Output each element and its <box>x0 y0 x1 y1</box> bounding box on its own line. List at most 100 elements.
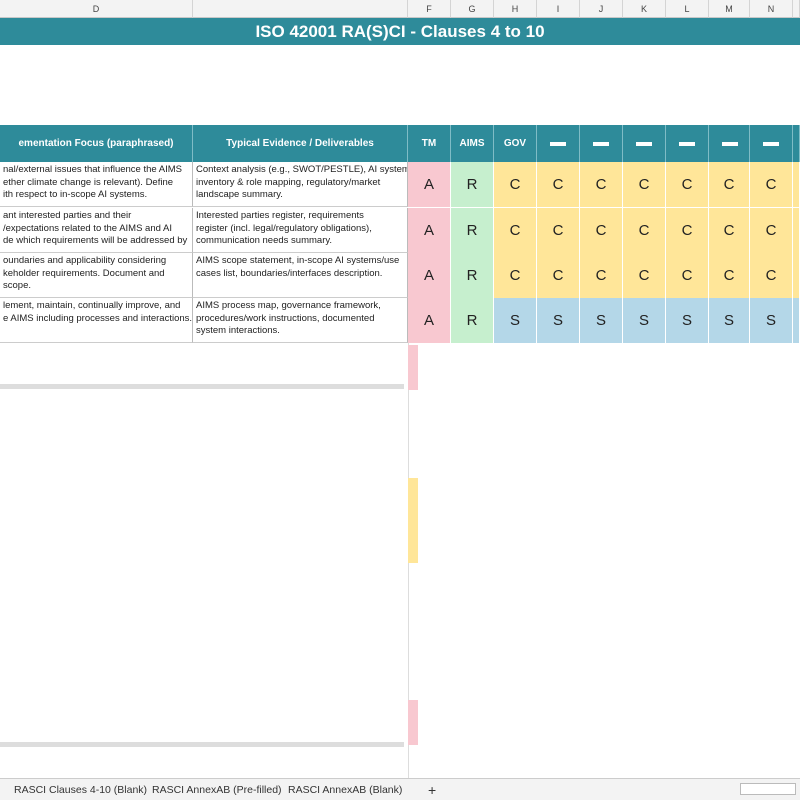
raci-cell[interactable]: C <box>537 253 580 298</box>
header-cell: GOV <box>494 125 537 162</box>
raci-cell <box>793 208 800 253</box>
raci-cell[interactable]: C <box>494 208 537 253</box>
raci-cell[interactable]: C <box>666 208 709 253</box>
header-icon <box>593 142 609 146</box>
cell-text: Interested parties register, requirement… <box>196 210 364 221</box>
raci-cell[interactable]: S <box>494 298 537 343</box>
header-icon <box>636 142 652 146</box>
cell-strip <box>408 345 418 390</box>
raci-cell[interactable]: C <box>623 162 666 207</box>
raci-cell[interactable]: C <box>709 208 750 253</box>
sheet-tab-bar <box>0 778 800 800</box>
cell-text: /expectations related to the AIMS and AI <box>3 222 172 234</box>
focus-cell: nal/external issues that influence the A… <box>0 162 193 207</box>
raci-cell[interactable]: C <box>494 253 537 298</box>
empty-area <box>408 343 800 778</box>
add-sheet-button[interactable]: + <box>428 782 437 798</box>
raci-cell[interactable]: R <box>451 253 494 298</box>
raci-cell[interactable]: C <box>580 162 623 207</box>
header-icon-cell <box>666 125 709 162</box>
raci-cell[interactable]: S <box>537 298 580 343</box>
cell-text: register (incl. legal/regulatory obligat… <box>196 222 372 234</box>
cell-text: communication needs summary. <box>196 235 333 246</box>
raci-cell[interactable]: A <box>408 298 451 343</box>
raci-cell[interactable]: C <box>666 162 709 207</box>
cell-text: cases list, boundaries/interfaces descri… <box>196 267 383 279</box>
header-cell: AIMS <box>451 125 494 162</box>
raci-cell[interactable]: A <box>408 208 451 253</box>
column-header[interactable]: H <box>494 0 537 18</box>
raci-cell[interactable]: S <box>750 298 793 343</box>
raci-cell[interactable]: S <box>580 298 623 343</box>
raci-cell[interactable]: C <box>580 208 623 253</box>
cell-text: ether climate change is relevant). Defin… <box>3 176 174 188</box>
cell-text: AIMS scope statement, in-scope AI system… <box>196 255 400 266</box>
raci-cell <box>793 162 800 207</box>
column-header[interactable] <box>193 0 408 18</box>
sheet-tab[interactable]: RASCI Clauses 4-10 (Blank) <box>14 784 148 796</box>
header-icon-cell <box>623 125 666 162</box>
cell-text: e AIMS including processes and interacti… <box>3 312 193 324</box>
raci-cell[interactable]: C <box>623 253 666 298</box>
sheet-tab[interactable]: RASCI AnnexAB (Blank) <box>288 784 403 796</box>
header-icon <box>550 142 566 146</box>
column-header[interactable]: I <box>537 0 580 18</box>
column-header[interactable] <box>793 0 800 18</box>
column-header[interactable]: J <box>580 0 623 18</box>
column-header[interactable]: N <box>750 0 793 18</box>
header-cell <box>793 125 800 162</box>
focus-cell: lement, maintain, continually improve, a… <box>0 298 193 343</box>
raci-cell[interactable]: C <box>750 162 793 207</box>
cell-text: inventory & role mapping, regulatory/mar… <box>196 176 381 188</box>
header-cell: TM <box>408 125 451 162</box>
raci-cell[interactable]: S <box>623 298 666 343</box>
evidence-cell: Context analysis (e.g., SWOT/PESTLE), AI… <box>193 162 408 207</box>
raci-cell[interactable]: A <box>408 253 451 298</box>
sheet-tab[interactable]: RASCI AnnexAB (Pre-filled) <box>152 784 282 796</box>
evidence-cell: Interested parties register, requirement… <box>193 208 408 253</box>
header-icon-cell <box>537 125 580 162</box>
raci-cell[interactable]: C <box>709 253 750 298</box>
cell-text: keholder requirements. Document and <box>3 267 165 279</box>
evidence-cell: AIMS process map, governance framework, p… <box>193 298 408 343</box>
header-icon <box>722 142 738 146</box>
raci-cell[interactable]: C <box>537 162 580 207</box>
raci-cell[interactable]: C <box>750 208 793 253</box>
raci-cell[interactable]: R <box>451 162 494 207</box>
scrollbar[interactable] <box>740 783 796 795</box>
cell-text: system interactions. <box>196 325 280 336</box>
header-icon <box>679 142 695 146</box>
cell-text: procedures/work instructions, documented <box>196 312 375 324</box>
raci-cell[interactable]: C <box>537 208 580 253</box>
cell-text: ith respect to in-scope AI systems. <box>3 189 148 200</box>
column-header[interactable]: K <box>623 0 666 18</box>
raci-cell[interactable]: C <box>709 162 750 207</box>
column-header[interactable]: L <box>666 0 709 18</box>
raci-cell[interactable]: C <box>494 162 537 207</box>
raci-cell[interactable]: C <box>750 253 793 298</box>
cell-text: scope. <box>3 280 31 291</box>
column-header[interactable]: F <box>408 0 451 18</box>
cell-text: de which requirements will be addressed … <box>3 235 188 246</box>
raci-cell[interactable]: A <box>408 162 451 207</box>
raci-cell <box>793 298 800 343</box>
raci-cell[interactable]: R <box>451 208 494 253</box>
raci-cell[interactable]: R <box>451 298 494 343</box>
column-header[interactable]: M <box>709 0 750 18</box>
evidence-cell: AIMS scope statement, in-scope AI system… <box>193 253 408 298</box>
raci-cell <box>793 253 800 298</box>
cell-text: nal/external issues that influence the A… <box>3 164 183 175</box>
raci-cell[interactable]: S <box>709 298 750 343</box>
cell-text: Context analysis (e.g., SWOT/PESTLE), AI… <box>196 164 408 175</box>
raci-cell[interactable]: C <box>580 253 623 298</box>
column-header[interactable]: G <box>451 0 494 18</box>
raci-cell[interactable]: C <box>666 253 709 298</box>
row-separator <box>0 384 404 389</box>
focus-cell: oundaries and applicability considering k… <box>0 253 193 298</box>
raci-cell[interactable]: S <box>666 298 709 343</box>
header-icon-cell <box>580 125 623 162</box>
raci-cell[interactable]: C <box>623 208 666 253</box>
column-header[interactable]: D <box>0 0 193 18</box>
cell-text: lement, maintain, continually improve, a… <box>3 300 181 311</box>
header-icon-cell <box>750 125 793 162</box>
